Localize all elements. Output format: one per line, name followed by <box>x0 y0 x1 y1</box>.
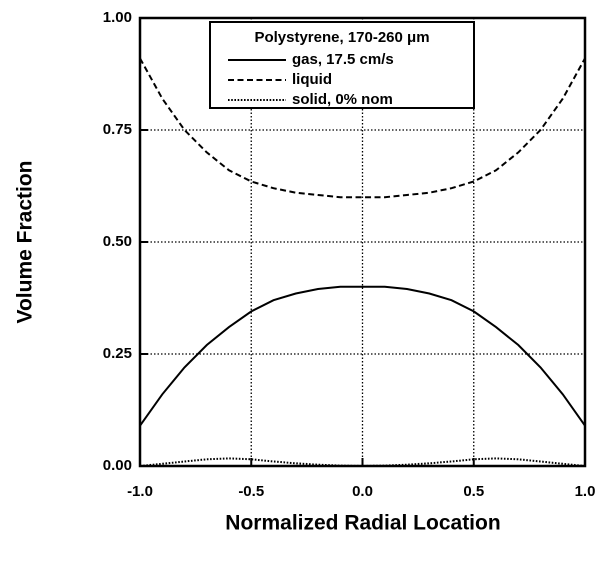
x-axis-label: Normalized Radial Location <box>225 512 500 535</box>
legend-title: Polystyrene, 170-260 μm <box>254 29 429 46</box>
x-tick-label: 0.5 <box>463 483 484 500</box>
series-line <box>139 57 586 199</box>
x-tick-label: -0.5 <box>238 483 264 500</box>
y-tick-label: 0.25 <box>103 345 132 362</box>
plot-frame <box>138 16 587 468</box>
y-tick-label: 1.00 <box>103 9 132 26</box>
series-line <box>139 457 586 468</box>
series-line <box>139 285 586 427</box>
legend-label: gas, 17.5 cm/s <box>292 51 394 68</box>
legend-box <box>209 21 475 109</box>
x-tick-label: -1.0 <box>127 483 153 500</box>
y-tick-label: 0.75 <box>103 121 132 138</box>
y-tick-label: 0.50 <box>103 233 132 250</box>
x-tick-label: 0.0 <box>352 483 373 500</box>
x-tick-label: 1.0 <box>575 483 596 500</box>
legend-label: liquid <box>292 71 332 88</box>
y-tick-label: 0.00 <box>103 457 132 474</box>
y-axis-label: Volume Fraction <box>14 161 37 324</box>
legend-label: solid, 0% nom <box>292 91 393 108</box>
